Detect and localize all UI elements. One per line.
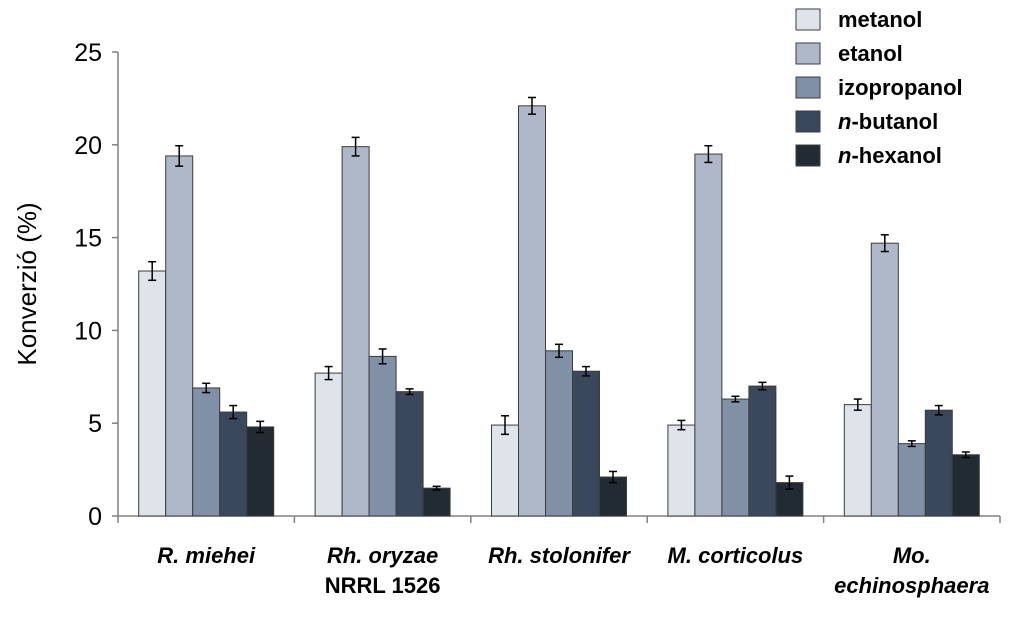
legend-label-prefix: n xyxy=(838,143,851,168)
bar xyxy=(368,355,397,517)
legend-swatch xyxy=(795,42,821,65)
bar xyxy=(870,242,899,517)
y-tick-label: 0 xyxy=(88,503,102,531)
x-category-label: NRRL 1526 xyxy=(325,573,441,598)
bar xyxy=(951,454,980,517)
bar xyxy=(422,487,451,517)
y-tick-label: 15 xyxy=(74,225,102,253)
bar xyxy=(192,387,221,517)
x-category-label: M. corticolus xyxy=(668,543,804,568)
legend-swatch xyxy=(795,144,821,167)
bar xyxy=(314,372,343,517)
bar xyxy=(572,370,600,517)
legend-swatch xyxy=(795,76,821,99)
bar xyxy=(721,398,750,517)
x-category-label: Rh. stolonifer xyxy=(488,543,631,568)
bar xyxy=(694,153,723,517)
y-tick-label: 10 xyxy=(74,317,102,345)
bar xyxy=(138,270,167,517)
bar xyxy=(165,155,194,517)
bar xyxy=(395,391,424,517)
legend-label: n-hexanol xyxy=(838,143,942,168)
legend-label-name: -butanol xyxy=(851,109,938,134)
x-category-label: Rh. oryzae xyxy=(327,543,438,568)
bar xyxy=(843,404,872,517)
bar xyxy=(599,476,627,517)
bar xyxy=(897,443,926,517)
bar xyxy=(491,424,519,517)
legend-label: metanol xyxy=(838,7,922,32)
bar xyxy=(518,105,546,517)
bar xyxy=(545,350,573,517)
y-tick-label: 20 xyxy=(74,132,102,160)
bar xyxy=(924,409,953,517)
bar xyxy=(246,426,275,517)
x-category-label: echinosphaera xyxy=(834,573,989,598)
legend-swatch xyxy=(795,8,821,31)
bar xyxy=(219,411,248,517)
y-tick-label: 5 xyxy=(88,410,102,438)
legend-label: etanol xyxy=(838,41,903,66)
legend-label-name: -hexanol xyxy=(851,143,941,168)
legend-label: n-butanol xyxy=(838,109,938,134)
bar xyxy=(748,385,777,517)
x-category-label: R. miehei xyxy=(157,543,256,568)
legend-swatch xyxy=(795,110,821,133)
y-tick-label: 25 xyxy=(74,39,102,67)
x-category-label: Mo. xyxy=(893,543,931,568)
legend-label: izopropanol xyxy=(838,75,963,100)
bar xyxy=(341,146,370,517)
y-axis-title: Konverzió (%) xyxy=(12,202,42,365)
bar xyxy=(667,424,696,517)
legend-label-prefix: n xyxy=(838,109,851,134)
